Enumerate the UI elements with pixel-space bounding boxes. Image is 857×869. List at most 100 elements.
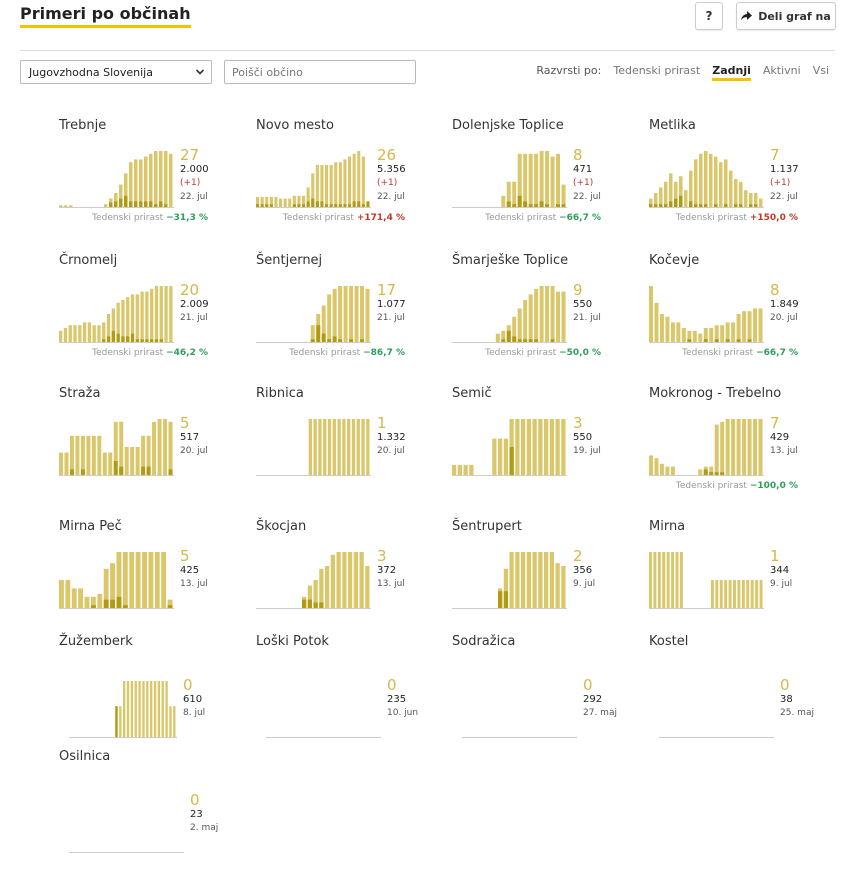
municipality-card[interactable]: Osilnica 0 23 2. maj xyxy=(59,749,249,869)
bar xyxy=(121,300,125,342)
bar xyxy=(126,681,130,737)
municipality-card[interactable]: Ribnica 1 1.332 20. jul xyxy=(256,386,446,506)
page-title: Primeri po občinah xyxy=(20,4,191,28)
municipality-card[interactable]: Kočevje 8 1.849 20. jul Tedenski prirast −66… xyxy=(649,253,839,373)
municipality-card[interactable]: Mirna 1 344 9. jul xyxy=(649,519,839,639)
help-button[interactable]: ? xyxy=(695,2,723,30)
municipality-card[interactable]: Kostel 0 38 25. maj xyxy=(649,634,839,754)
daily-delta: (+1) xyxy=(377,178,398,188)
bar xyxy=(332,288,337,342)
bar xyxy=(82,322,87,342)
municipality-card[interactable]: Novo mesto 26 5.356 (+1) 22. jul Tedenski pri… xyxy=(256,118,446,238)
bar xyxy=(681,328,686,342)
last-update-date: 21. jul xyxy=(377,313,405,323)
active-count: 2 xyxy=(573,547,583,565)
bar-new xyxy=(501,339,506,342)
bar xyxy=(348,552,353,608)
bar xyxy=(63,328,68,342)
sort-option-latest[interactable]: Zadnji xyxy=(712,64,751,81)
bar xyxy=(659,187,663,207)
bar xyxy=(292,195,296,207)
bar xyxy=(747,311,752,342)
bar-new xyxy=(704,204,708,207)
bar-new xyxy=(523,339,528,342)
bar xyxy=(69,435,74,475)
weekly-trend-value: −50,0 % xyxy=(559,348,601,358)
total-count: 23 xyxy=(190,809,203,820)
total-count: 429 xyxy=(770,432,790,443)
municipality-card[interactable]: Sodražica 0 292 27. maj xyxy=(452,634,642,754)
bar-new xyxy=(517,339,522,342)
bar xyxy=(146,681,149,737)
bar xyxy=(758,419,763,475)
bar xyxy=(102,452,107,475)
bar xyxy=(124,173,128,207)
bar-new xyxy=(654,204,658,207)
bar-new xyxy=(139,201,143,207)
bar-new xyxy=(352,201,356,207)
search-input[interactable] xyxy=(224,60,416,84)
municipality-card[interactable]: Trebnje 27 2.000 (+1) 22. jul Tedenski priras… xyxy=(59,118,249,238)
total-count: 550 xyxy=(573,432,593,443)
bar xyxy=(308,419,312,475)
chevron-down-icon xyxy=(195,69,205,75)
bar xyxy=(102,322,106,342)
share-button[interactable]: Deli graf na xyxy=(736,2,836,30)
municipality-card[interactable]: Črnomelj 20 2.009 21. jul Tedenski prirast −… xyxy=(59,253,249,373)
municipality-card[interactable]: Škocjan 3 372 13. jul xyxy=(256,519,446,639)
bar xyxy=(679,552,683,608)
bar xyxy=(737,580,741,608)
municipality-card[interactable]: Šmarješke Toplice 9 550 21. jul Tedenski pri… xyxy=(452,253,642,373)
municipality-card[interactable]: Straža 5 517 20. jul xyxy=(59,386,249,506)
bar-new xyxy=(69,469,74,475)
weekly-trend-label: Tedenski prirast xyxy=(485,348,557,358)
municipality-card[interactable]: Semič 3 550 19. jul xyxy=(452,386,642,506)
last-update-date: 22. jul xyxy=(770,192,798,202)
bar xyxy=(139,159,143,207)
bar xyxy=(134,681,137,737)
municipality-card[interactable]: Mirna Peč 5 425 13. jul xyxy=(59,519,249,639)
municipality-name: Novo mesto xyxy=(256,118,334,133)
bar-new xyxy=(269,204,273,207)
municipality-card[interactable]: Mokronog - Trebelno 7 429 13. jul Tedenski p… xyxy=(649,386,839,506)
sort-option-weekly-growth[interactable]: Tedenski prirast xyxy=(613,64,701,77)
municipality-card[interactable]: Dolenjske Toplice 8 471 (+1) 22. jul Tedenski… xyxy=(452,118,642,238)
bar xyxy=(318,419,322,475)
municipality-name: Črnomelj xyxy=(59,253,118,268)
bar-new xyxy=(260,204,264,207)
sparkline-chart xyxy=(452,552,567,609)
bar xyxy=(709,153,713,207)
total-count: 2.009 xyxy=(180,299,209,310)
bar-new xyxy=(141,466,146,475)
municipality-card[interactable]: Šentjernej 17 1.077 21. jul Tedenski prirast… xyxy=(256,253,446,373)
bar-new xyxy=(110,599,115,608)
bar xyxy=(356,419,360,475)
total-count: 5.356 xyxy=(377,164,406,175)
bar xyxy=(534,153,539,207)
bar xyxy=(742,311,747,342)
bar xyxy=(539,151,544,207)
municipality-card[interactable]: Šentrupert 2 356 9. jul xyxy=(452,519,642,639)
municipality-name: Dolenjske Toplice xyxy=(452,118,564,133)
bar xyxy=(523,153,528,207)
municipality-card[interactable]: Loški Potok 0 235 10. jun xyxy=(256,634,446,754)
bar xyxy=(256,196,260,207)
bar xyxy=(561,184,566,207)
municipality-card[interactable]: Žužemberk 0 610 8. jul xyxy=(59,634,249,754)
sort-option-active[interactable]: Aktivni xyxy=(762,64,801,77)
bar xyxy=(150,288,154,342)
last-update-date: 21. jul xyxy=(573,313,601,323)
bar-new xyxy=(149,201,153,207)
bar xyxy=(134,159,138,207)
bar xyxy=(517,308,522,342)
bar xyxy=(728,580,732,608)
sparkline-chart xyxy=(649,286,764,343)
bar-new xyxy=(550,339,555,342)
bar xyxy=(111,308,115,342)
bar xyxy=(549,419,554,475)
bar xyxy=(167,599,173,608)
municipality-card[interactable]: Metlika 7 1.137 (+1) 22. jul Tedenski prirast… xyxy=(649,118,839,238)
region-select[interactable]: Jugovzhodna Slovenija xyxy=(20,60,212,84)
bar xyxy=(538,552,543,608)
sort-option-all[interactable]: Vsi xyxy=(812,64,829,77)
